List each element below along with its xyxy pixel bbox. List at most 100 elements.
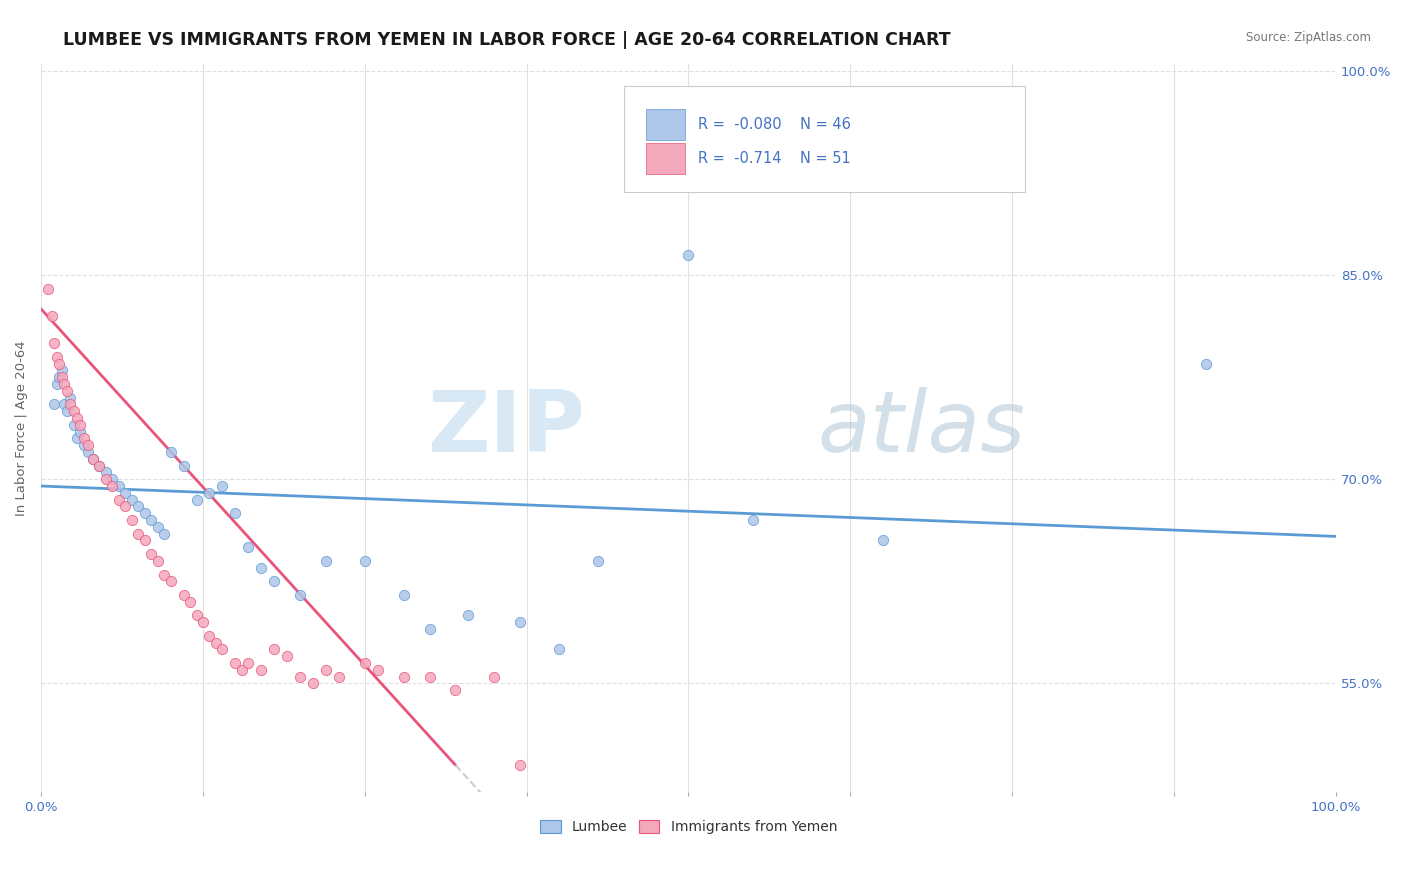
Point [159,574,181,589]
Point [186,608,208,623]
Point [211,642,233,657]
Point [141,513,163,527]
Point [82,451,104,466]
Point [51,370,73,384]
Point [353,554,375,568]
Text: LUMBEE VS IMMIGRANTS FROM YEMEN IN LABOR FORCE | AGE 20-64 CORRELATION CHART: LUMBEE VS IMMIGRANTS FROM YEMEN IN LABOR… [63,31,950,49]
Point [76,445,98,459]
Point [141,547,163,561]
Point [224,656,246,670]
Point [263,642,285,657]
Point [101,479,124,493]
Point [62,404,84,418]
Point [288,588,311,602]
Point [114,486,136,500]
Point [484,670,506,684]
Point [276,649,298,664]
Text: R =  -0.714    N = 51: R = -0.714 N = 51 [697,152,851,166]
Point [94,472,117,486]
Point [45,350,67,364]
FancyBboxPatch shape [624,86,1025,192]
Point [250,663,273,677]
Point [179,595,201,609]
Point [224,506,246,520]
Point [134,533,156,548]
Point [159,445,181,459]
Text: Source: ZipAtlas.com: Source: ZipAtlas.com [1246,31,1371,45]
Point [108,479,131,493]
Point [153,567,176,582]
Point [419,670,441,684]
Point [89,458,111,473]
Point [250,560,273,574]
Point [37,282,59,296]
Point [173,458,195,473]
Point [114,500,136,514]
Text: ZIP: ZIP [427,386,585,470]
Point [457,608,479,623]
Point [101,472,124,486]
Point [315,663,337,677]
Point [69,425,91,439]
Point [146,554,169,568]
Point [51,363,73,377]
Point [153,526,176,541]
Point [586,554,609,568]
Point [127,500,149,514]
Point [353,656,375,670]
Point [191,615,214,629]
Point [509,758,531,772]
FancyBboxPatch shape [645,144,685,174]
Point [392,670,415,684]
Point [108,492,131,507]
Point [82,451,104,466]
Point [66,431,89,445]
Point [44,397,66,411]
Point [121,492,143,507]
Point [66,411,89,425]
Point [198,486,221,500]
Point [263,574,285,589]
Point [548,642,571,657]
Point [73,438,96,452]
Point [89,458,111,473]
Point [146,520,169,534]
Point [678,247,700,261]
Point [134,506,156,520]
Point [56,404,79,418]
Point [62,417,84,432]
Point [173,588,195,602]
Point [53,397,76,411]
Point [59,391,82,405]
Point [41,309,63,323]
Point [509,615,531,629]
Point [419,622,441,636]
FancyBboxPatch shape [645,109,685,140]
Point [44,336,66,351]
Point [53,376,76,391]
Point [742,513,765,527]
Point [315,554,337,568]
Text: R =  -0.080    N = 46: R = -0.080 N = 46 [697,117,851,132]
Point [121,513,143,527]
Point [198,629,221,643]
Point [872,533,894,548]
Point [94,466,117,480]
Point [59,397,82,411]
Point [56,384,79,398]
Point [238,656,260,670]
Point [444,683,467,698]
Point [288,670,311,684]
Point [302,676,325,690]
Point [205,635,228,649]
Point [48,357,70,371]
Point [186,492,208,507]
Point [73,431,96,445]
Point [328,670,350,684]
Point [211,479,233,493]
Point [231,663,253,677]
Text: atlas: atlas [818,386,1026,470]
Point [127,526,149,541]
Y-axis label: In Labor Force | Age 20-64: In Labor Force | Age 20-64 [15,341,28,516]
Point [69,417,91,432]
